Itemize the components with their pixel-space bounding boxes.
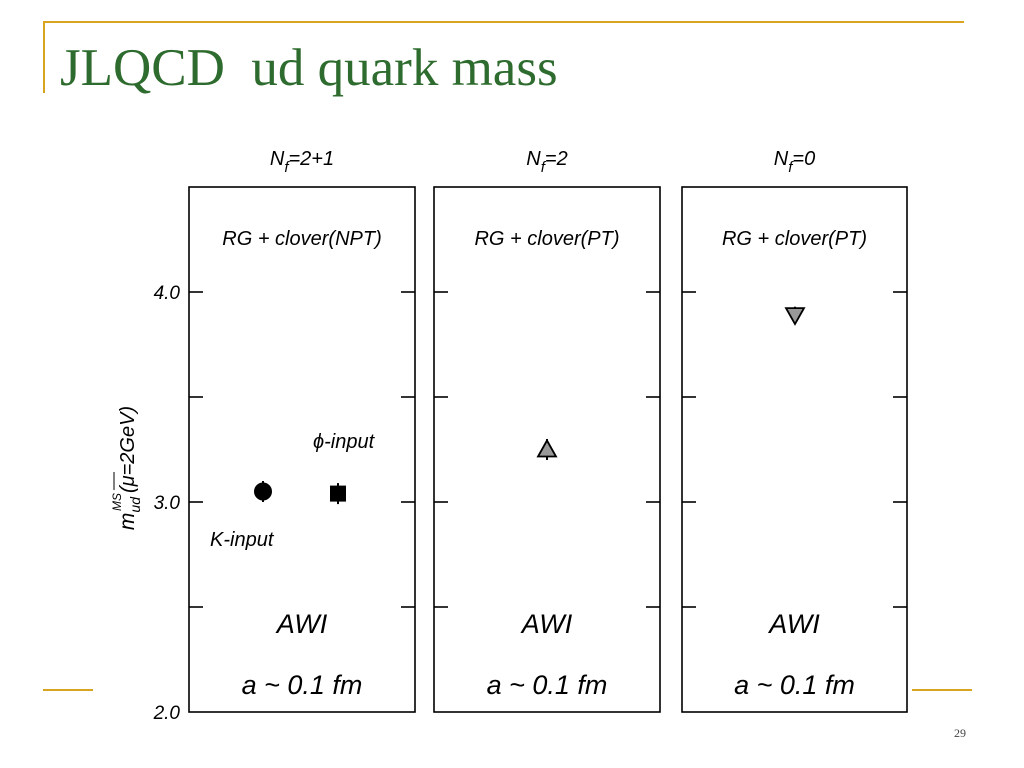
data-point-triangle-down	[784, 307, 806, 326]
y-tick-label: 2.0	[153, 703, 181, 724]
data-point-circle	[254, 482, 272, 501]
title-top-rule	[43, 21, 964, 23]
panel-action: RG + clover(NPT)	[222, 228, 381, 250]
data-point-triangle-up	[536, 438, 558, 458]
panel-spacing: a ~ 0.1 fm	[242, 670, 363, 700]
bottom-rule-left	[43, 689, 93, 691]
y-axis-label-rest: (μ=2GeV)	[117, 406, 139, 493]
page-number: 29	[954, 726, 966, 740]
panel-header-rest: =2	[545, 148, 568, 170]
panel-header-sub: f	[284, 159, 290, 176]
panel-frame	[433, 186, 661, 713]
panel-header-main: N	[270, 148, 285, 170]
data-point-label: ϕ-input	[313, 431, 376, 453]
panel-frame	[681, 186, 908, 713]
y-tick-label: 4.0	[154, 283, 181, 304]
panel-spacing: a ~ 0.1 fm	[734, 670, 855, 700]
title-left-rule	[43, 21, 45, 93]
panel: Nf=2 RG + clover(PT) AWI a ~ 0.1 fm	[433, 148, 661, 713]
panel-header-rest: =0	[792, 148, 815, 170]
panel-method: AWI	[275, 609, 328, 639]
y-tick-label: 3.0	[154, 493, 181, 514]
panel: Nf=2+1 RG + clover(NPT) AWI a ~ 0.1 fm K-inp…	[188, 148, 416, 713]
panel-header: Nf=0	[774, 148, 815, 176]
panel-header-main: N	[774, 148, 789, 170]
panel-header-main: N	[526, 148, 541, 170]
panel-frame	[188, 186, 416, 713]
panel-header-rest: =2+1	[289, 148, 335, 170]
panel-method: AWI	[520, 609, 573, 639]
data-point-label: K-input	[210, 529, 275, 551]
panel-method: AWI	[767, 609, 820, 639]
panel-spacing: a ~ 0.1 fm	[487, 670, 608, 700]
panel-header-sub: f	[788, 159, 794, 176]
data-point-square	[330, 485, 346, 502]
y-axis-label-sub: ud	[127, 496, 143, 513]
y-tick-labels: 2.0 3.0 4.0	[153, 283, 181, 724]
panel-header: Nf=2+1	[270, 148, 334, 176]
bottom-rule-right	[912, 689, 972, 691]
slide-title: JLQCD ud quark mass	[60, 39, 558, 97]
panel-header-sub: f	[541, 159, 547, 176]
panel: Nf=0 RG + clover(PT) AWI a ~ 0.1 fm	[681, 148, 908, 713]
y-axis-label: mudMS(μ=2GeV)	[110, 406, 143, 530]
panel-header: Nf=2	[526, 148, 567, 176]
panel-action: RG + clover(PT)	[722, 228, 867, 250]
y-axis-label-sup: MS	[110, 493, 124, 511]
y-axis-label-main: m	[116, 513, 139, 531]
panel-action: RG + clover(PT)	[474, 228, 619, 250]
